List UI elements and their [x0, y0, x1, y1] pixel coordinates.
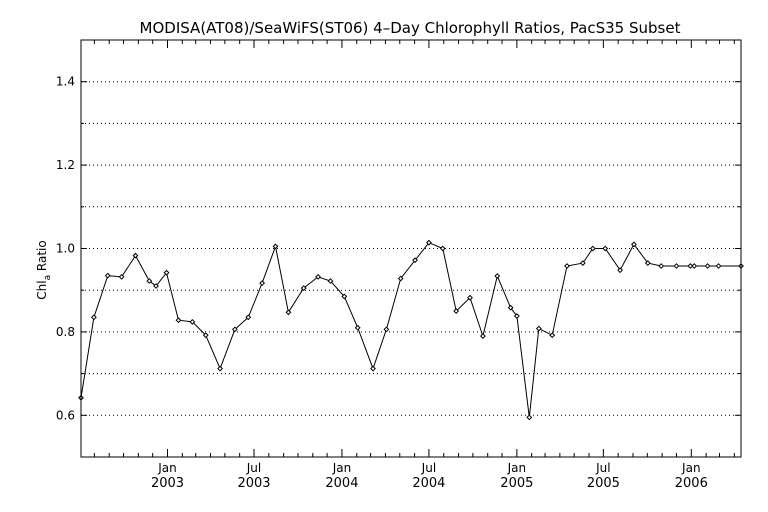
- data-point: [354, 324, 361, 331]
- data-point: [589, 245, 596, 252]
- data-point: [715, 263, 722, 269]
- data-point: [412, 257, 418, 264]
- data-point: [687, 263, 694, 269]
- data-point: [341, 293, 348, 300]
- x-tick-month: Jan: [332, 461, 352, 475]
- x-tick-month: Jul: [421, 461, 436, 475]
- data-point: [631, 241, 637, 248]
- data-point: [549, 332, 556, 339]
- data-point: [658, 263, 665, 269]
- data-point: [564, 263, 570, 269]
- data-point: [507, 304, 514, 311]
- data-point: [104, 272, 111, 279]
- series-line: [80, 242, 741, 418]
- data-point: [704, 263, 711, 269]
- data-point: [370, 365, 376, 372]
- x-tick-year: 2004: [325, 476, 358, 491]
- data-point: [439, 245, 446, 252]
- data-point: [146, 278, 153, 284]
- data-point: [90, 314, 97, 321]
- data-point: [153, 283, 159, 289]
- data-point: [259, 280, 266, 287]
- data-point: [272, 243, 279, 250]
- data-point: [163, 269, 170, 276]
- x-tick-month: Jan: [507, 461, 527, 475]
- data-point: [480, 333, 486, 339]
- data-point: [202, 332, 209, 339]
- plot-frame: [80, 39, 742, 458]
- y-tick-label: 1.0: [56, 242, 75, 256]
- x-tick-year: 2003: [237, 476, 270, 491]
- data-point: [300, 285, 307, 292]
- data-point: [673, 263, 680, 269]
- data-point: [175, 317, 182, 324]
- y-axis-label: Chla Ratio: [35, 240, 53, 299]
- data-point: [383, 326, 390, 333]
- chart-title: MODISA(AT08)/SeaWiFS(ST06) 4–Day Chlorop…: [140, 19, 681, 37]
- x-tick-year: 2005: [587, 476, 620, 491]
- data-point: [617, 267, 623, 274]
- data-point: [494, 273, 501, 279]
- y-tick-label: 1.4: [56, 75, 75, 89]
- data-point: [579, 260, 586, 267]
- data-point: [467, 294, 473, 301]
- data-point: [189, 318, 196, 325]
- x-tick-month: Jan: [681, 461, 701, 475]
- data-point: [217, 365, 223, 372]
- data-point: [315, 273, 321, 280]
- data-point: [118, 273, 125, 280]
- grid-lines: [81, 81, 741, 416]
- data-point: [513, 313, 520, 319]
- y-axis-label-tail: Ratio: [35, 240, 49, 275]
- data-point: [327, 278, 334, 284]
- data-point: [231, 326, 238, 333]
- data-point: [602, 245, 609, 252]
- data-point: [285, 309, 292, 316]
- data-point: [397, 275, 404, 282]
- y-tick-label: 1.2: [56, 158, 75, 172]
- x-tick-month: Jul: [246, 461, 261, 475]
- x-tick-year: 2006: [675, 476, 708, 491]
- data-point: [426, 239, 432, 246]
- data-point: [453, 308, 460, 314]
- x-tick-year: 2005: [500, 476, 533, 491]
- data-point: [245, 314, 252, 321]
- axis-ticks: 0.60.81.01.21.4Jan2003Jul2003Jan2004Jul2…: [56, 40, 741, 491]
- data-point: [644, 260, 651, 267]
- x-tick-month: Jul: [595, 461, 610, 475]
- data-point: [132, 252, 139, 259]
- x-tick-month: Jan: [157, 461, 177, 475]
- series-layer: [78, 239, 744, 421]
- data-point: [535, 325, 542, 332]
- x-tick-year: 2004: [412, 476, 445, 491]
- y-tick-label: 0.8: [56, 325, 75, 339]
- y-axis-label-main: Chl: [35, 280, 49, 299]
- x-tick-year: 2003: [151, 476, 184, 491]
- data-point: [691, 263, 698, 269]
- y-axis-label-sub: a: [43, 275, 53, 281]
- y-tick-label: 0.6: [56, 408, 75, 422]
- data-point: [526, 414, 533, 421]
